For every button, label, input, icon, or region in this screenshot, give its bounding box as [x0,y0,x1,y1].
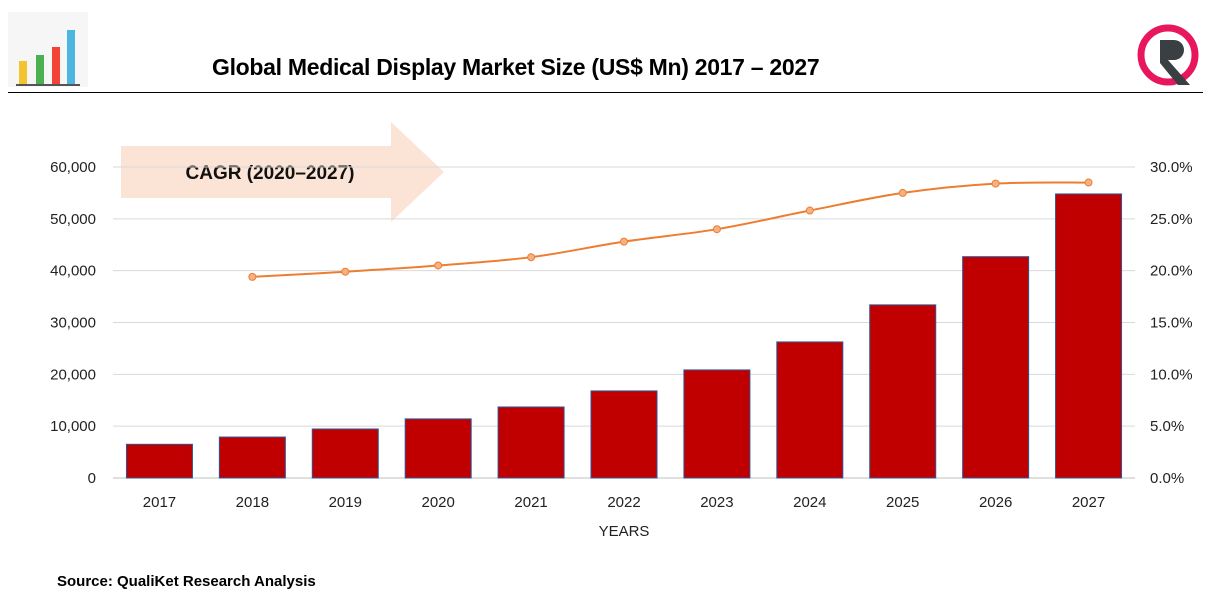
y-left-tick-label: 20,000 [50,366,96,383]
line-point [805,206,814,215]
line-point [991,179,1000,188]
line-point [1084,178,1093,187]
bar [404,418,472,479]
cagr-arrow: CAGR (2020–2027) [121,122,444,222]
y-right-tick-label: 15.0% [1150,315,1193,332]
bar [1055,193,1123,479]
x-tick-label: 2019 [329,494,362,511]
chart-title: Global Medical Display Market Size (US$ … [212,54,820,80]
source-note: Source: QualiKet Research Analysis [57,573,316,590]
x-tick-label: 2017 [143,494,176,511]
bar [218,436,286,479]
bar [590,390,658,479]
x-tick-label: 2026 [979,494,1012,511]
y-right-tick-label: 20.0% [1150,263,1193,280]
chart-logo-icon [8,12,88,87]
line-point [341,267,350,276]
line-point [434,261,443,270]
line-point [712,225,721,234]
y-left-tick-label: 60,000 [50,159,96,176]
line-point [527,253,536,262]
y-left-tick-label: 10,000 [50,418,96,435]
line-point [248,272,257,281]
x-tick-label: 2022 [607,494,640,511]
bar [869,304,937,479]
x-axis-label: YEARS [599,523,650,540]
x-tick-label: 2024 [793,494,826,511]
y-left-tick-label: 30,000 [50,315,96,332]
bar [311,428,379,479]
y-right-tick-label: 30.0% [1150,159,1193,176]
cagr-label: CAGR (2020–2027) [186,163,355,184]
bar [125,443,193,479]
line-point [620,237,628,246]
cagr-line [252,181,1089,278]
y-right-tick-label: 25.0% [1150,211,1193,228]
bar [776,341,844,479]
x-tick-label: 2020 [421,494,454,511]
x-tick-label: 2027 [1072,494,1105,511]
y-left-tick-label: 50,000 [50,211,96,228]
line-point [898,188,907,197]
brand-logo-icon [1137,24,1199,86]
bar [683,369,751,479]
x-tick-label: 2025 [886,494,919,511]
y-left-tick-label: 40,000 [50,263,96,280]
x-tick-label: 2021 [514,494,547,511]
bar [497,406,565,479]
y-right-tick-label: 5.0% [1150,418,1184,435]
x-tick-label: 2023 [700,494,733,511]
y-right-tick-label: 10.0% [1150,366,1193,383]
bar [962,256,1030,479]
y-right-tick-label: 0.0% [1150,470,1184,487]
y-left-tick-label: 0 [88,470,96,487]
x-tick-label: 2018 [236,494,269,511]
title-divider [8,92,1203,93]
